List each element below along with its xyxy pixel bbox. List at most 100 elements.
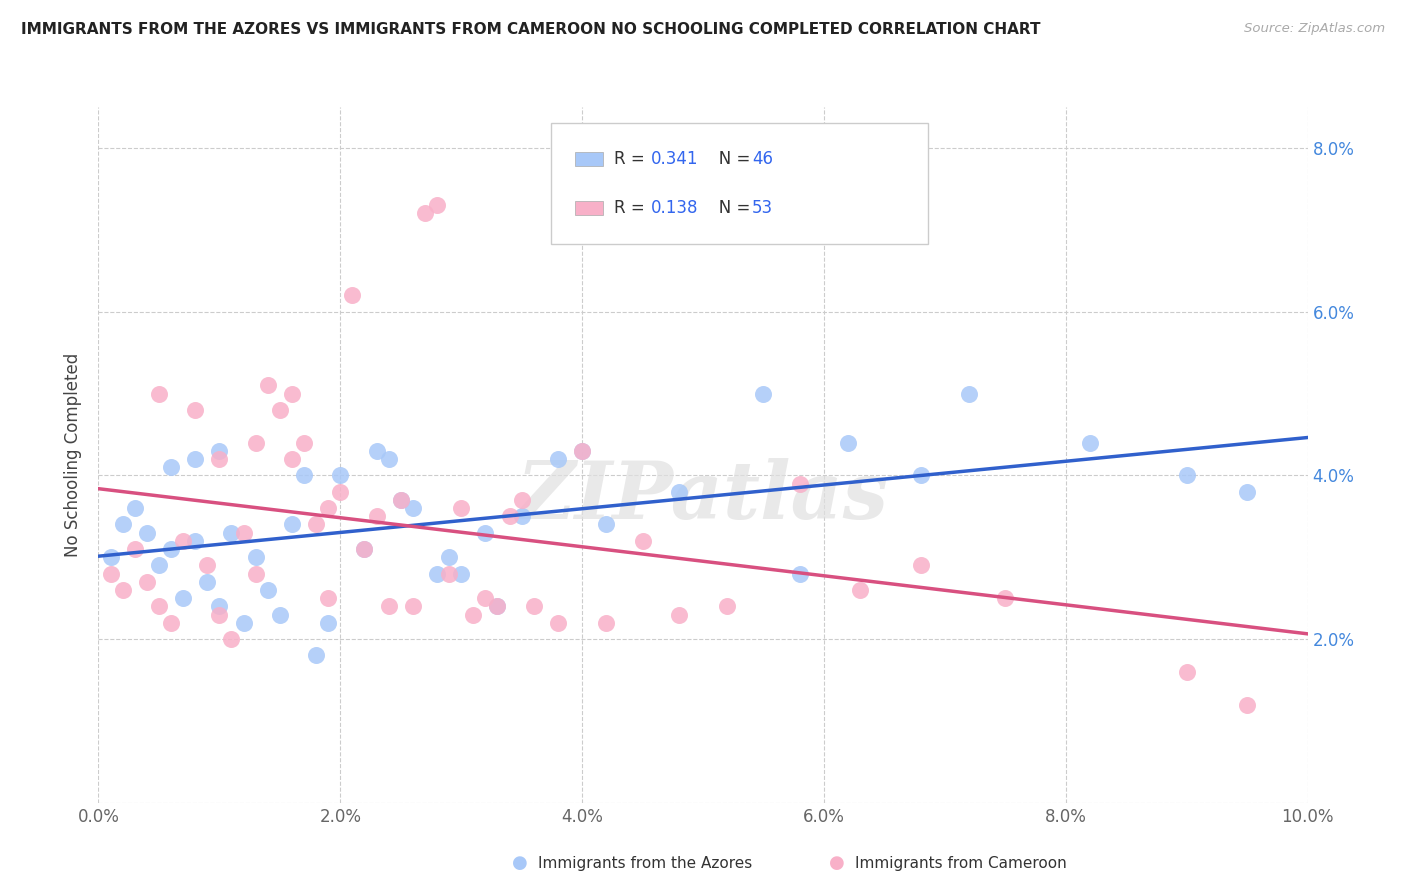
Point (437, 566, 460, 581)
Point (450, 566, 472, 581)
Point (571, 443, 593, 458)
Point (292, 435, 315, 450)
Point (523, 599, 546, 614)
Point (135, 574, 157, 589)
Point (221, 525, 243, 540)
Point (486, 599, 509, 614)
Point (426, 198, 449, 212)
Text: 53: 53 (752, 199, 773, 217)
Point (789, 476, 811, 491)
Point (305, 517, 328, 532)
Text: N =: N = (703, 150, 755, 168)
Point (1236, 698, 1258, 712)
Point (281, 517, 304, 532)
Point (389, 492, 412, 507)
Point (172, 533, 194, 548)
Point (789, 566, 811, 581)
Point (571, 443, 593, 458)
Point (463, 607, 485, 622)
Point (837, 435, 859, 450)
Point (184, 533, 207, 548)
Point (172, 591, 194, 606)
Point (148, 386, 170, 401)
Point (329, 468, 352, 483)
Text: 0.341: 0.341 (651, 150, 699, 168)
Point (342, 288, 364, 302)
Point (1175, 665, 1198, 679)
Point (208, 452, 231, 467)
Point (124, 542, 146, 557)
Text: N =: N = (703, 199, 755, 217)
Text: 0.138: 0.138 (651, 199, 699, 217)
Point (256, 582, 278, 597)
Point (316, 501, 339, 516)
Point (269, 607, 291, 622)
Point (957, 386, 980, 401)
Point (100, 566, 122, 581)
Point (281, 452, 304, 467)
Point (426, 566, 449, 581)
Point (450, 501, 472, 516)
Point (631, 533, 654, 548)
Point (547, 452, 569, 467)
Point (668, 607, 690, 622)
Point (437, 550, 460, 565)
Point (1175, 468, 1198, 483)
Point (329, 484, 352, 499)
Point (160, 542, 183, 557)
Point (148, 599, 170, 614)
Point (184, 403, 207, 417)
Point (849, 582, 872, 597)
Point (256, 378, 278, 392)
Text: Immigrants from Cameroon: Immigrants from Cameroon (855, 856, 1067, 871)
Point (111, 517, 134, 532)
Text: IMMIGRANTS FROM THE AZORES VS IMMIGRANTS FROM CAMEROON NO SCHOOLING COMPLETED CO: IMMIGRANTS FROM THE AZORES VS IMMIGRANTS… (21, 22, 1040, 37)
Point (402, 501, 425, 516)
Point (100, 550, 122, 565)
Point (910, 468, 932, 483)
Point (377, 452, 399, 467)
Text: Immigrants from the Azores: Immigrants from the Azores (538, 856, 752, 871)
Point (413, 206, 436, 220)
Point (1078, 435, 1101, 450)
Text: ●: ● (512, 855, 529, 872)
Point (160, 460, 183, 475)
Point (111, 582, 134, 597)
Point (547, 615, 569, 630)
Point (510, 509, 533, 524)
Point (184, 452, 207, 467)
Point (353, 542, 375, 557)
Point (305, 648, 328, 663)
Point (366, 443, 388, 458)
Y-axis label: No Schooling Completed: No Schooling Completed (65, 353, 83, 557)
Text: R =: R = (614, 150, 650, 168)
Point (498, 509, 520, 524)
Point (910, 558, 932, 573)
Text: Source: ZipAtlas.com: Source: ZipAtlas.com (1244, 22, 1385, 36)
Point (135, 525, 157, 540)
Point (221, 632, 243, 646)
Point (195, 574, 218, 589)
Point (232, 525, 254, 540)
Text: R =: R = (614, 199, 650, 217)
Point (668, 484, 690, 499)
Point (316, 615, 339, 630)
Point (366, 509, 388, 524)
Point (474, 525, 496, 540)
Point (994, 591, 1017, 606)
Point (245, 550, 267, 565)
Point (353, 542, 375, 557)
Point (245, 566, 267, 581)
Text: 46: 46 (752, 150, 773, 168)
Point (124, 501, 146, 516)
Point (208, 443, 231, 458)
Point (148, 558, 170, 573)
Point (232, 615, 254, 630)
Text: ●: ● (828, 855, 845, 872)
Point (716, 599, 738, 614)
Point (595, 615, 617, 630)
Point (208, 607, 231, 622)
Point (752, 386, 775, 401)
Point (160, 615, 183, 630)
Point (208, 599, 231, 614)
